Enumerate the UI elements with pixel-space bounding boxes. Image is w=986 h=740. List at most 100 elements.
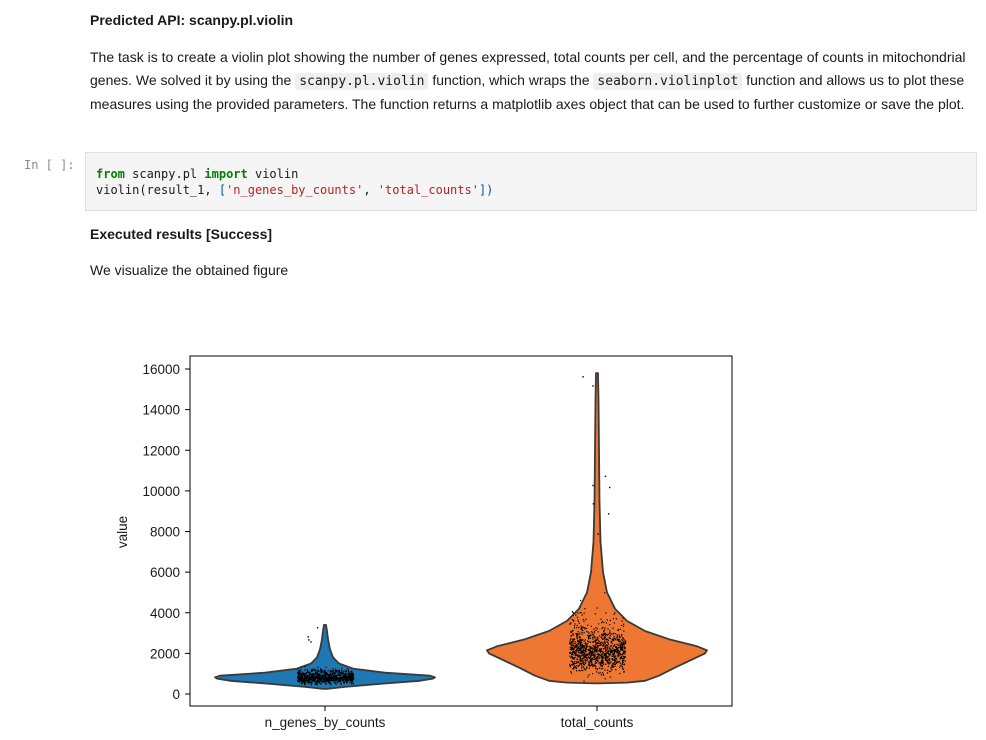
data-point (600, 655, 602, 657)
data-point (614, 644, 616, 646)
data-point (606, 633, 608, 636)
data-point (305, 679, 307, 681)
data-point (583, 664, 586, 666)
data-point (582, 657, 584, 659)
data-point (615, 633, 617, 635)
data-point (612, 662, 614, 664)
data-point (576, 638, 578, 640)
data-point (621, 634, 623, 636)
data-point (583, 655, 585, 658)
data-point (576, 648, 578, 650)
data-point (321, 669, 323, 671)
data-point (320, 683, 322, 685)
data-point (612, 645, 615, 647)
data-point (586, 659, 589, 661)
data-point (604, 638, 606, 640)
data-point (593, 650, 596, 652)
data-point (604, 632, 606, 634)
data-point (593, 658, 595, 660)
data-point (305, 677, 307, 679)
data-point (591, 663, 593, 665)
data-point (604, 635, 606, 637)
data-point (575, 645, 577, 647)
outlier-point (597, 533, 599, 535)
data-point (346, 668, 348, 670)
data-point (622, 667, 624, 669)
data-point (623, 656, 625, 658)
data-point (624, 651, 626, 653)
data-point (612, 653, 614, 655)
data-point (598, 644, 600, 646)
data-point (604, 650, 606, 653)
data-point (607, 657, 609, 659)
data-point (581, 651, 583, 653)
data-point (617, 647, 619, 649)
data-point (302, 680, 304, 683)
data-point (598, 667, 600, 669)
data-point (576, 650, 578, 652)
data-point (576, 662, 578, 664)
data-point (581, 669, 583, 671)
data-point (621, 653, 623, 656)
data-point (314, 678, 316, 680)
data-point (314, 676, 316, 678)
data-point (577, 649, 579, 652)
data-point (580, 638, 582, 640)
data-point (584, 608, 586, 610)
data-point (572, 612, 574, 614)
data-point (594, 641, 596, 643)
data-point (602, 662, 604, 664)
outlier-point (308, 639, 310, 641)
data-point (575, 662, 577, 664)
data-point (578, 661, 580, 664)
data-point (594, 644, 596, 646)
data-point (574, 650, 576, 652)
data-point (623, 645, 625, 647)
data-point (621, 647, 623, 649)
data-point (605, 649, 607, 651)
data-point (617, 652, 619, 654)
data-point (330, 675, 332, 677)
data-point (324, 671, 326, 673)
data-point (588, 637, 590, 639)
data-point (326, 674, 328, 676)
data-point (571, 655, 573, 657)
data-point (618, 653, 620, 655)
data-point (593, 640, 595, 643)
data-point (620, 655, 622, 657)
data-point (342, 678, 344, 680)
data-point (616, 648, 618, 650)
data-point (335, 681, 337, 683)
data-point (579, 648, 581, 650)
data-point (302, 677, 304, 679)
data-point (597, 645, 599, 647)
data-point (297, 676, 299, 678)
data-point (583, 668, 585, 670)
data-point (590, 661, 592, 663)
data-point (608, 663, 610, 665)
data-point (313, 668, 315, 670)
data-point (311, 673, 313, 675)
code-cell-input[interactable]: from scanpy.pl import violin violin(resul… (85, 152, 977, 211)
data-point (569, 664, 571, 666)
data-point (297, 675, 300, 677)
data-point (625, 641, 627, 643)
data-point (590, 647, 592, 649)
data-point (590, 656, 592, 658)
data-point (590, 655, 592, 657)
data-point (576, 665, 578, 667)
data-point (585, 661, 587, 663)
data-point (609, 650, 611, 652)
data-point (582, 651, 584, 654)
data-point (617, 628, 619, 631)
data-point (601, 658, 603, 660)
data-point (336, 675, 338, 677)
data-point (313, 678, 315, 680)
data-point (309, 676, 311, 679)
data-point (315, 676, 317, 679)
data-point (339, 681, 341, 683)
data-point (313, 669, 315, 671)
data-point (601, 662, 603, 664)
data-point (325, 683, 327, 685)
data-point (579, 645, 581, 647)
